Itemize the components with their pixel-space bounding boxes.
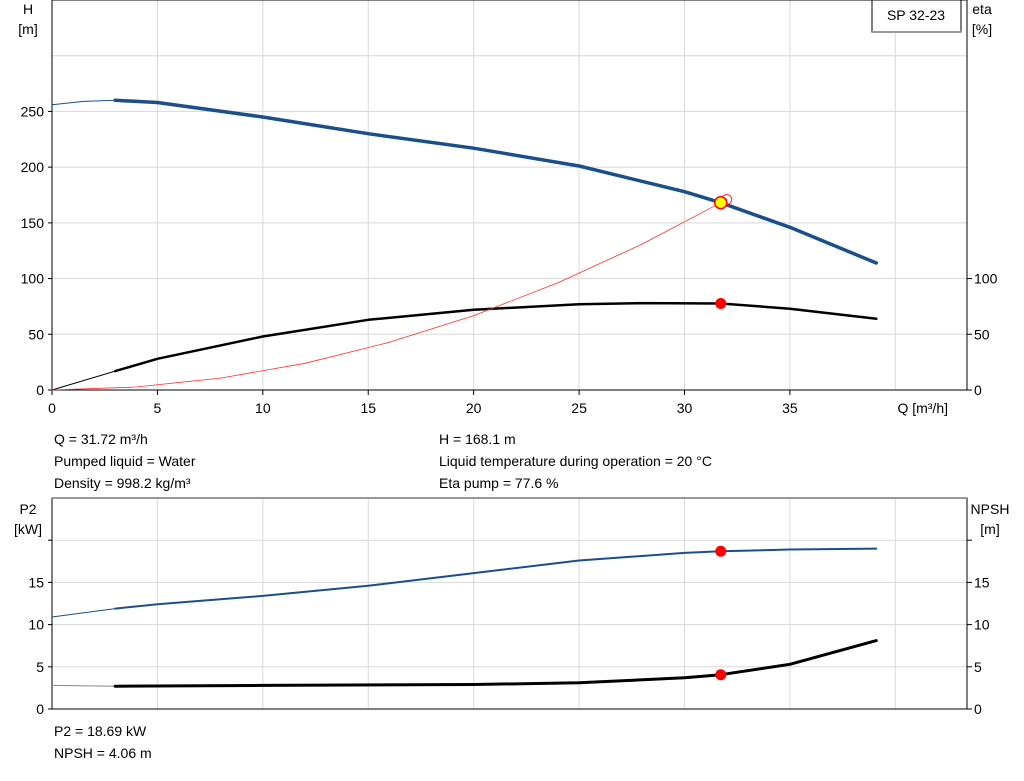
y-right-tick-label: 5 <box>974 659 982 675</box>
eta-curve-extension <box>51 370 116 391</box>
x-tick-label: 10 <box>255 400 271 416</box>
y-right-axis-label: NPSH <box>971 501 1010 517</box>
y-left-tick-label: 100 <box>21 271 45 287</box>
y-right-tick-label: 15 <box>974 574 990 590</box>
y-left-tick-label: 0 <box>36 382 44 398</box>
y-right-tick-label: 10 <box>974 617 990 633</box>
head-curve-extension <box>51 99 116 106</box>
npsh-curve-extension <box>51 684 116 687</box>
y-left-axis-label: [kW] <box>14 521 42 537</box>
power-info: P2 = 18.69 kW NPSH = 4.06 m <box>54 720 152 764</box>
head-curve <box>113 98 879 265</box>
eta-readout: Eta pump = 77.6 % <box>439 475 559 491</box>
y-left-tick-label: 5 <box>36 659 44 675</box>
y-left-tick-label: 150 <box>21 215 45 231</box>
p2-duty-marker <box>715 545 727 557</box>
p2-readout: P2 = 18.69 kW <box>54 723 147 739</box>
duty-info-left: Q = 31.72 m³/h Pumped liquid = Water Den… <box>54 428 196 494</box>
npsh-readout: NPSH = 4.06 m <box>54 745 152 761</box>
y-left-tick-label: 15 <box>28 574 44 590</box>
x-tick-label: 15 <box>360 400 376 416</box>
y-right-tick-label: 0 <box>974 701 982 717</box>
y-right-tick-label: 50 <box>974 326 990 342</box>
p2-curve-extension <box>51 608 116 618</box>
chart-title: SP 32-23 <box>887 7 945 23</box>
duty-info-right: H = 168.1 m Liquid temperature during op… <box>439 428 712 494</box>
x-tick-label: 25 <box>571 400 587 416</box>
y-right-axis-label: [m] <box>980 521 999 537</box>
plot-frame <box>51 0 968 391</box>
y-right-axis-label: eta <box>972 1 992 17</box>
y-right-tick-label: 0 <box>974 382 982 398</box>
eta-curve <box>113 301 878 373</box>
x-tick-label: 20 <box>466 400 482 416</box>
y-left-tick-label: 0 <box>36 701 44 717</box>
y-right-axis-label: [%] <box>972 21 992 37</box>
flow-readout: Q = 31.72 m³/h <box>54 431 148 447</box>
y-left-tick-label: 200 <box>21 159 45 175</box>
y-left-axis-label: H <box>23 1 33 17</box>
x-tick-label: 35 <box>782 400 798 416</box>
y-right-tick-label: 100 <box>974 271 998 287</box>
x-tick-label: 0 <box>48 400 56 416</box>
eta-duty-marker <box>715 298 727 310</box>
x-axis-label: Q [m³/h] <box>897 400 948 416</box>
y-left-tick-label: 50 <box>28 326 44 342</box>
head-readout: H = 168.1 m <box>439 431 516 447</box>
plot-frame <box>51 497 968 710</box>
y-left-tick-label: 10 <box>28 617 44 633</box>
density-readout: Density = 998.2 kg/m³ <box>54 475 191 491</box>
x-tick-label: 30 <box>677 400 693 416</box>
liquid-readout: Pumped liquid = Water <box>54 453 196 469</box>
temperature-readout: Liquid temperature during operation = 20… <box>439 453 712 469</box>
system-curve <box>51 199 728 391</box>
y-left-tick-label: 250 <box>21 103 45 119</box>
x-tick-label: 5 <box>154 400 162 416</box>
y-left-axis-label: P2 <box>19 501 36 517</box>
npsh-duty-marker <box>715 669 727 681</box>
npsh-curve <box>113 639 878 688</box>
duty-point-marker <box>714 195 728 210</box>
p2-curve <box>114 547 878 610</box>
y-left-axis-label: [m] <box>18 21 37 37</box>
